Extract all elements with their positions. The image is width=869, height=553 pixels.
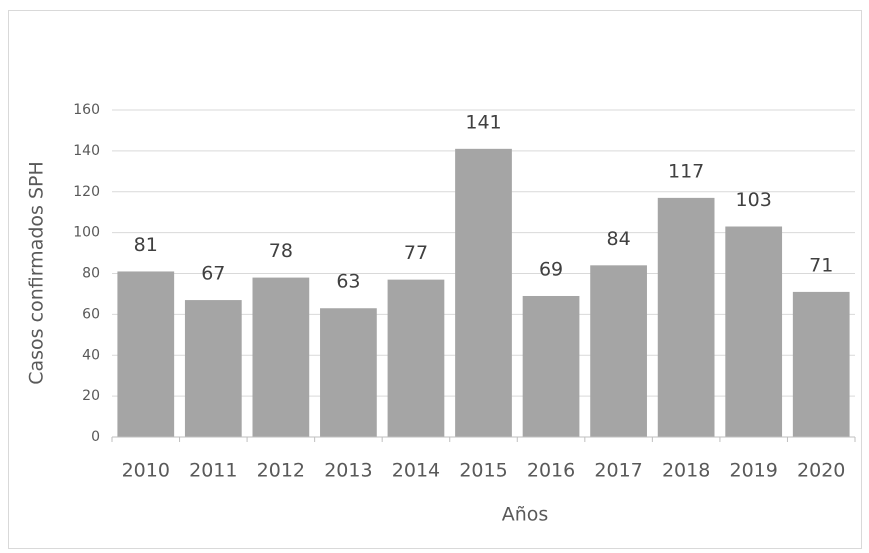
data-label: 84 [606, 228, 630, 250]
y-tick-label: 140 [73, 143, 100, 159]
data-label: 69 [539, 258, 563, 280]
x-tick-label: 2014 [392, 460, 440, 482]
bar [522, 295, 580, 437]
y-tick-label: 80 [82, 266, 100, 282]
bar [657, 197, 715, 437]
y-tick-label: 60 [82, 306, 100, 322]
bar [320, 308, 377, 437]
y-tick-label: 120 [73, 184, 100, 200]
data-label: 81 [134, 234, 158, 256]
y-axis-title: Casos confirmados SPH [26, 161, 48, 385]
data-label: 71 [809, 254, 833, 276]
x-tick-label: 2016 [527, 460, 575, 482]
x-axis-title: Años [502, 504, 549, 526]
y-tick-label: 160 [73, 102, 100, 118]
data-label: 78 [269, 240, 293, 262]
data-label: 77 [404, 242, 428, 264]
bar [117, 271, 175, 437]
x-tick-label: 2019 [730, 460, 778, 482]
y-tick-label: 20 [82, 388, 100, 404]
bar [725, 226, 783, 437]
bar [387, 279, 445, 437]
y-tick-label: 100 [73, 225, 100, 241]
data-label: 63 [336, 271, 360, 293]
data-label: 67 [201, 263, 225, 285]
data-label: 103 [736, 189, 772, 211]
bar [792, 291, 850, 437]
x-tick-label: 2017 [594, 460, 642, 482]
x-tick-label: 2012 [257, 460, 305, 482]
bar [590, 265, 647, 437]
bar [184, 300, 242, 437]
x-tick-label: 2020 [797, 460, 845, 482]
x-tick-label: 2015 [459, 460, 507, 482]
x-tick-label: 2018 [662, 460, 710, 482]
data-label: 141 [465, 111, 501, 133]
y-tick-label: 40 [82, 347, 100, 363]
x-tick-label: 2011 [189, 460, 237, 482]
x-tick-label: 2013 [324, 460, 372, 482]
bar [252, 277, 310, 437]
y-tick-label: 0 [91, 429, 100, 445]
bar [455, 148, 512, 438]
data-label: 117 [668, 160, 704, 182]
x-tick-label: 2010 [122, 460, 170, 482]
